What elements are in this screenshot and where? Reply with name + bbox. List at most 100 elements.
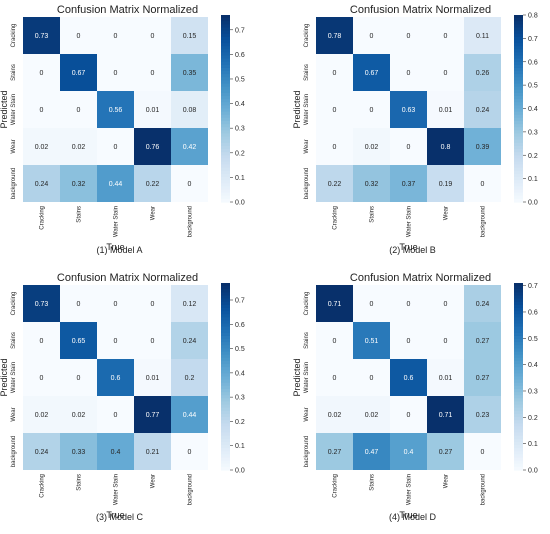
colorbar-segment — [514, 326, 523, 331]
colorbar-segment — [514, 124, 523, 128]
colorbar-segment — [514, 460, 523, 465]
colorbar-segment — [221, 52, 230, 57]
cell-value-label: 0.08 — [183, 107, 197, 114]
colorbar-segment — [514, 317, 523, 321]
cell-value-label: 0 — [370, 107, 374, 114]
colorbar-segment — [221, 24, 230, 29]
colorbar-segment — [221, 382, 230, 387]
colorbar-segment — [221, 342, 230, 346]
heatmap-cell — [427, 128, 464, 165]
colorbar-segment — [221, 357, 230, 362]
heatmap-cell — [316, 285, 353, 322]
x-tick-label: Cracking — [333, 474, 339, 498]
colorbar-segment — [221, 167, 230, 172]
confusion-matrix-panel: Confusion Matrix Normalized 0.73 0 0 0 0.12 0 0… — [0, 272, 245, 522]
cell-value-label: 0 — [407, 33, 411, 40]
chart-title: Confusion Matrix Normalized — [57, 272, 198, 284]
colorbar-segment — [514, 329, 523, 334]
cell-value-label: 0 — [114, 33, 118, 40]
colorbar-segment — [514, 149, 523, 153]
heatmap-cell — [171, 285, 208, 322]
cell-value-label: 0 — [333, 144, 337, 151]
colorbar-segment — [221, 83, 230, 88]
heatmap-cell — [134, 396, 171, 433]
colorbar-tick-label: 0.6 — [235, 322, 245, 329]
colorbar-segment — [221, 429, 230, 434]
x-axis-label: True — [399, 510, 417, 520]
colorbar-segment — [221, 438, 230, 443]
colorbar-tick-label: 0.5 — [235, 346, 245, 353]
colorbar-segment — [221, 139, 230, 144]
heatmap-cell — [134, 433, 171, 470]
colorbar-segment — [514, 441, 523, 446]
colorbar-segment — [221, 80, 230, 85]
heatmap-cell — [353, 54, 390, 91]
heatmap-cell — [427, 54, 464, 91]
colorbar-segment — [221, 173, 230, 178]
colorbar-segment — [221, 152, 230, 156]
heatmap-cell — [97, 165, 134, 202]
cell-value-label: 0 — [114, 301, 118, 308]
heatmap-cell — [97, 54, 134, 91]
x-tick-label: Water Stain — [407, 474, 413, 505]
cell-value-label: 0.01 — [146, 375, 160, 382]
colorbar-segment — [514, 429, 523, 434]
colorbar-segment — [221, 435, 230, 440]
x-tick-label: Water Stain — [114, 206, 120, 237]
colorbar-segment — [514, 289, 523, 293]
cell-value-label: 0 — [40, 338, 44, 345]
cell-value-label: 0.47 — [365, 449, 379, 456]
panel-caption: (4) Model D — [389, 512, 437, 522]
heatmap-cell — [390, 359, 427, 396]
y-tick-label: Water Stain — [11, 362, 17, 393]
colorbar-segment — [514, 432, 523, 437]
colorbar-segment — [514, 385, 523, 390]
colorbar-segment — [514, 286, 523, 290]
colorbar-tick-label: 0.3 — [235, 395, 245, 402]
cell-value-label: 0 — [407, 412, 411, 419]
heatmap-cell — [427, 396, 464, 433]
colorbar-segment — [514, 404, 523, 409]
cell-value-label: 0.01 — [439, 107, 453, 114]
x-tick-label: background — [188, 474, 194, 505]
colorbar-segment — [221, 457, 230, 462]
cell-value-label: 0.73 — [35, 33, 49, 40]
colorbar-segment — [221, 183, 230, 188]
colorbar-tick-label: 0.2 — [235, 150, 245, 157]
colorbar-segment — [514, 180, 523, 184]
heatmap-cell — [390, 285, 427, 322]
heatmap-cell — [316, 396, 353, 433]
colorbar-segment — [514, 186, 523, 191]
panel-caption: (3) Model C — [96, 512, 144, 522]
cell-value-label: 0 — [444, 33, 448, 40]
colorbar-segment — [221, 30, 230, 35]
heatmap-cell — [134, 128, 171, 165]
confusion-matrix-panel: Confusion Matrix Normalized 0.78 0 0 0 0.11 0 0… — [292, 4, 538, 255]
colorbar-segment — [514, 96, 523, 100]
y-axis-label: Predicted — [292, 90, 302, 128]
cell-value-label: 0 — [151, 33, 155, 40]
cell-value-label: 0.19 — [439, 181, 453, 188]
colorbar-segment — [514, 320, 523, 325]
colorbar-segment — [514, 395, 523, 399]
colorbar-segment — [221, 404, 230, 409]
colorbar-segment — [221, 117, 230, 122]
heatmap-cell — [60, 359, 97, 396]
colorbar-segment — [514, 158, 523, 163]
heatmap-cell — [134, 359, 171, 396]
colorbar-segment — [514, 130, 523, 135]
colorbar-segment — [221, 466, 230, 471]
colorbar-tick-label: 0.1 — [235, 175, 245, 182]
colorbar-segment — [221, 96, 230, 100]
colorbar-segment — [514, 55, 523, 60]
cell-value-label: 0.21 — [146, 449, 160, 456]
colorbar-segment — [221, 120, 230, 125]
heatmap-cell — [464, 396, 501, 433]
heatmap-cell — [134, 17, 171, 54]
heatmap-cell — [171, 396, 208, 433]
colorbar-segment — [514, 445, 523, 449]
colorbar-segment — [514, 370, 523, 374]
cell-value-label: 0.27 — [328, 449, 342, 456]
colorbar-segment — [221, 55, 230, 60]
colorbar-segment — [221, 189, 230, 194]
